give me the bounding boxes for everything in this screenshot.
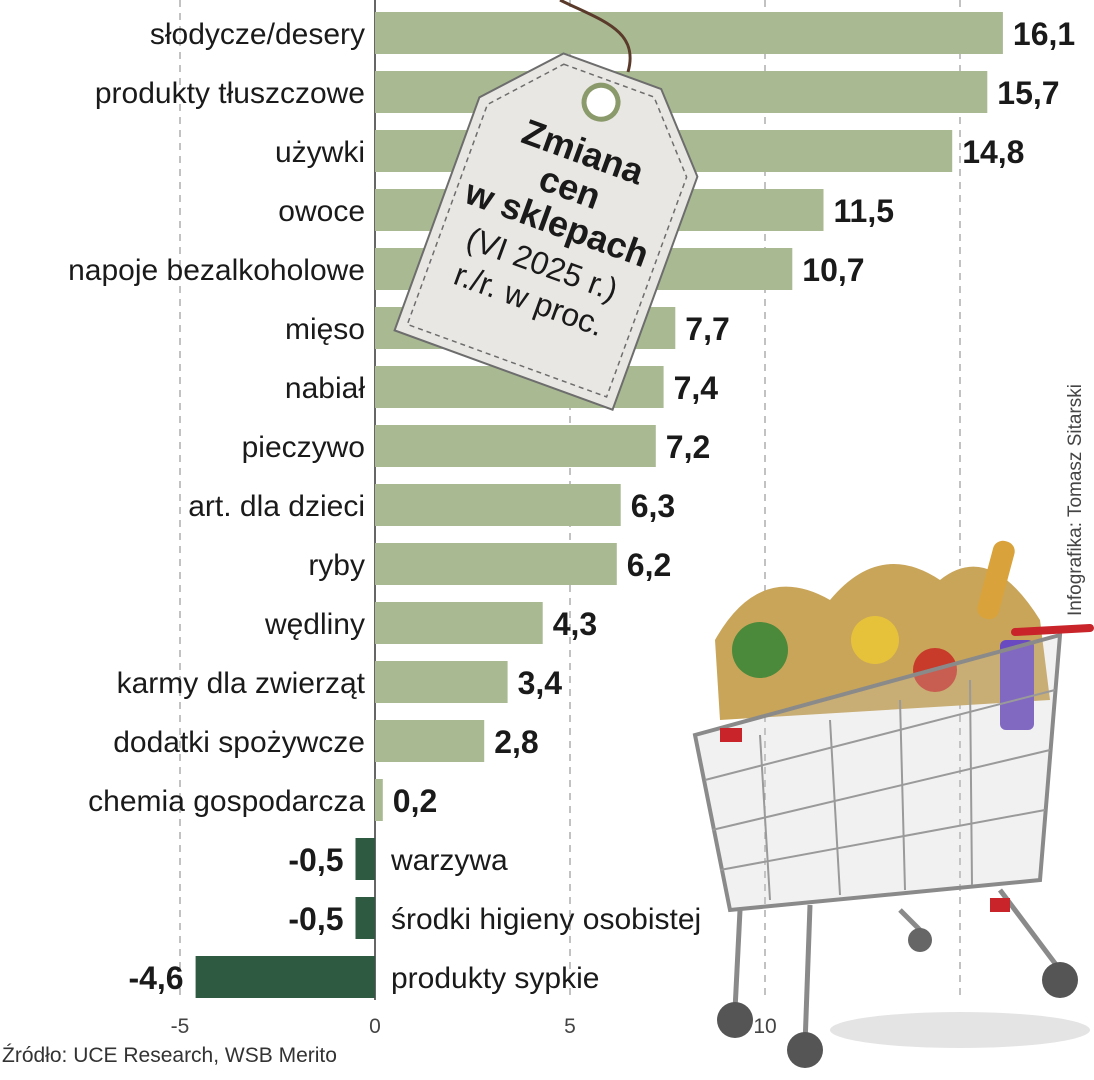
source-text: Źródło: UCE Research, WSB Merito [2, 1044, 337, 1067]
category-label: warzywa [390, 844, 508, 877]
x-tick-label: -5 [171, 1015, 190, 1038]
category-label: chemia gospodarcza [88, 785, 365, 818]
x-tick-label: 10 [753, 1015, 776, 1038]
value-label: -4,6 [128, 960, 183, 996]
bar [375, 602, 543, 644]
value-label: 16,1 [1013, 16, 1075, 52]
bar [375, 779, 383, 821]
x-tick-label: 0 [369, 1015, 381, 1038]
category-label: używki [275, 136, 365, 169]
value-label: 7,7 [685, 311, 729, 347]
bar [375, 248, 793, 290]
category-label: produkty tłuszczowe [95, 77, 365, 110]
value-label: 4,3 [553, 606, 597, 642]
credit-text: Infografika: Tomasz Sitarski [1065, 384, 1086, 616]
x-tick-label: 15 [948, 1015, 971, 1038]
value-label: 15,7 [997, 75, 1059, 111]
bar [375, 71, 988, 113]
bar [375, 130, 953, 172]
bar [375, 425, 656, 467]
value-label: 14,8 [962, 134, 1024, 170]
x-tick-label: 5 [564, 1015, 576, 1038]
bar [195, 956, 375, 998]
value-label: 6,3 [631, 488, 675, 524]
category-label: dodatki spożywcze [113, 726, 365, 759]
bar [375, 189, 824, 231]
category-label: owoce [278, 195, 365, 228]
category-label: pieczywo [242, 431, 365, 464]
value-label: 3,4 [518, 665, 563, 701]
category-label: wędliny [264, 608, 365, 641]
bar [375, 366, 664, 408]
category-label: nabiał [285, 372, 365, 405]
value-label: 10,7 [802, 252, 864, 288]
category-label: ryby [308, 549, 365, 582]
bar [375, 307, 676, 349]
value-label: 11,5 [834, 193, 895, 229]
bar [375, 12, 1003, 54]
value-label: 0,2 [393, 783, 437, 819]
value-label: -0,5 [288, 901, 343, 937]
bar [375, 661, 508, 703]
category-label: karmy dla zwierząt [117, 667, 366, 700]
bar [375, 484, 621, 526]
value-label: -0,5 [288, 842, 343, 878]
category-label: mięso [285, 313, 365, 346]
bar [355, 897, 375, 939]
category-label: słodycze/desery [150, 18, 365, 51]
bar [355, 838, 375, 880]
category-label: produkty sypkie [391, 962, 599, 995]
category-label: art. dla dzieci [188, 490, 365, 523]
bar [375, 543, 617, 585]
value-label: 7,4 [674, 370, 719, 406]
bar [375, 720, 485, 762]
category-label: napoje bezalkoholowe [68, 254, 365, 287]
value-label: 7,2 [666, 429, 710, 465]
value-label: 2,8 [494, 724, 538, 760]
value-label: 6,2 [627, 547, 671, 583]
category-label: środki higieny osobistej [391, 903, 701, 936]
